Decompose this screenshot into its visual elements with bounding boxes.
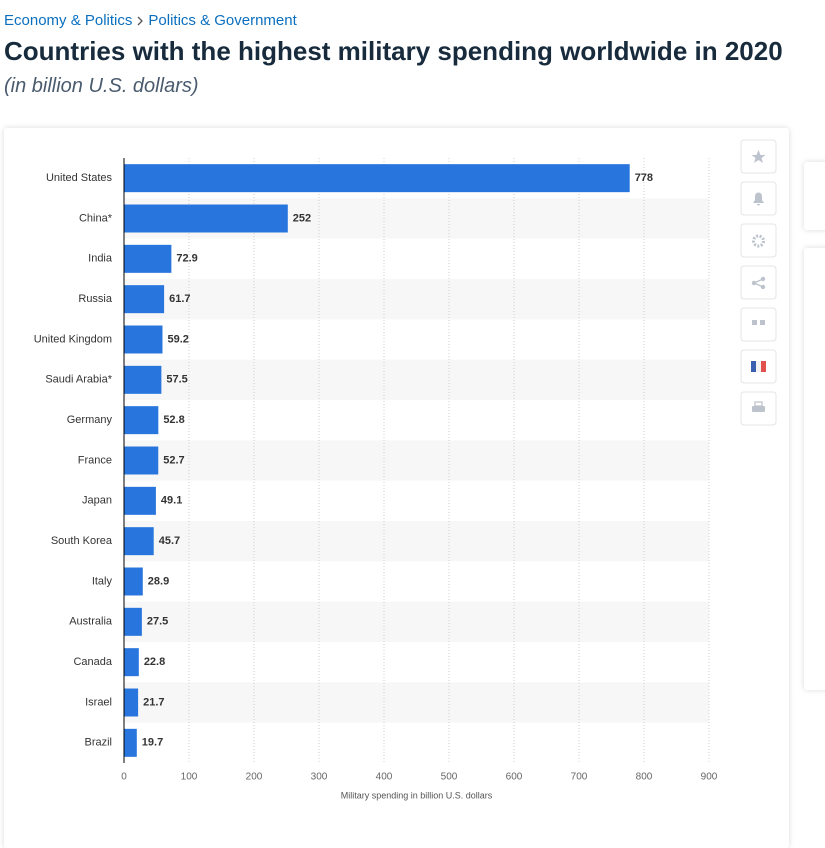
y-tick-label: Australia (69, 616, 113, 628)
bar (124, 527, 154, 556)
y-tick-label: China* (79, 212, 113, 224)
value-label: 27.5 (147, 616, 168, 628)
page-subtitle: (in billion U.S. dollars) (4, 75, 199, 97)
x-tick-label: 600 (506, 772, 523, 783)
y-tick-label: Germany (67, 414, 113, 426)
x-tick-label: 0 (121, 772, 127, 783)
breadcrumb: Economy & Politics Politics & Government (4, 12, 825, 30)
bar (124, 204, 288, 233)
page-title: Countries with the highest military spen… (4, 36, 783, 66)
y-tick-label: France (78, 454, 112, 466)
bar (124, 325, 163, 354)
value-label: 28.9 (148, 575, 169, 587)
settings-button[interactable] (740, 223, 777, 258)
y-tick-label: Russia (78, 293, 113, 305)
value-label: 57.5 (166, 374, 187, 386)
toolbar (740, 139, 777, 426)
y-tick-label: Saudi Arabia* (45, 374, 112, 386)
value-label: 61.7 (169, 293, 190, 305)
value-label: 72.9 (176, 253, 197, 265)
x-tick-label: 200 (246, 772, 263, 783)
x-tick-label: 400 (376, 772, 393, 783)
value-label: 19.7 (142, 737, 163, 749)
x-tick-label: 100 (181, 772, 198, 783)
breadcrumb-link[interactable]: Politics & Government (148, 12, 297, 29)
side-panel (804, 162, 825, 230)
toolbar-icons (751, 150, 766, 412)
row-stripe (124, 279, 709, 320)
header: Economy & Politics Politics & Government … (4, 12, 825, 98)
value-label: 778 (635, 172, 653, 184)
x-tick-label: 300 (311, 772, 328, 783)
bar (124, 446, 159, 475)
value-label: 49.1 (161, 495, 182, 507)
y-tick-label: Italy (92, 575, 113, 587)
row-stripe (124, 521, 709, 562)
y-tick-label: Japan (82, 495, 112, 507)
bar (124, 486, 156, 515)
y-tick-label: South Korea (51, 535, 113, 547)
x-tick-label: 500 (441, 772, 458, 783)
x-tick-label: 800 (636, 772, 653, 783)
row-stripe (124, 682, 709, 723)
bar (124, 648, 139, 677)
y-tick-label: Israel (85, 696, 112, 708)
bar (124, 688, 139, 717)
bar (124, 164, 630, 193)
value-label: 21.7 (143, 696, 164, 708)
row-stripe (124, 601, 709, 642)
y-tick-label: United Kingdom (34, 333, 112, 345)
y-tick-label: India (88, 253, 113, 265)
value-label: 45.7 (159, 535, 180, 547)
x-axis-title: Military spending in billion U.S. dollar… (341, 790, 493, 800)
value-label: 59.2 (167, 333, 188, 345)
x-tick-label: 700 (571, 772, 588, 783)
value-label: 252 (293, 212, 311, 224)
share-button[interactable] (740, 265, 777, 300)
separator (137, 16, 144, 26)
breadcrumb-link[interactable]: Economy & Politics (4, 12, 133, 29)
bar (124, 728, 137, 757)
row-stripe (124, 359, 709, 400)
bar (124, 567, 143, 596)
value-label: 52.8 (163, 414, 184, 426)
value-label: 52.7 (163, 454, 184, 466)
bar (124, 607, 142, 636)
bar (124, 406, 159, 435)
side-panel (804, 248, 825, 690)
value-label: 22.8 (144, 656, 165, 668)
y-tick-label: United States (46, 172, 113, 184)
row-stripe (124, 440, 709, 481)
bar (124, 285, 165, 314)
bar (124, 365, 162, 394)
x-tick-label: 900 (701, 772, 718, 783)
cite-button[interactable] (740, 307, 777, 342)
y-tick-label: Canada (73, 656, 112, 668)
y-tick-label: Brazil (84, 737, 112, 749)
bar (124, 244, 172, 273)
